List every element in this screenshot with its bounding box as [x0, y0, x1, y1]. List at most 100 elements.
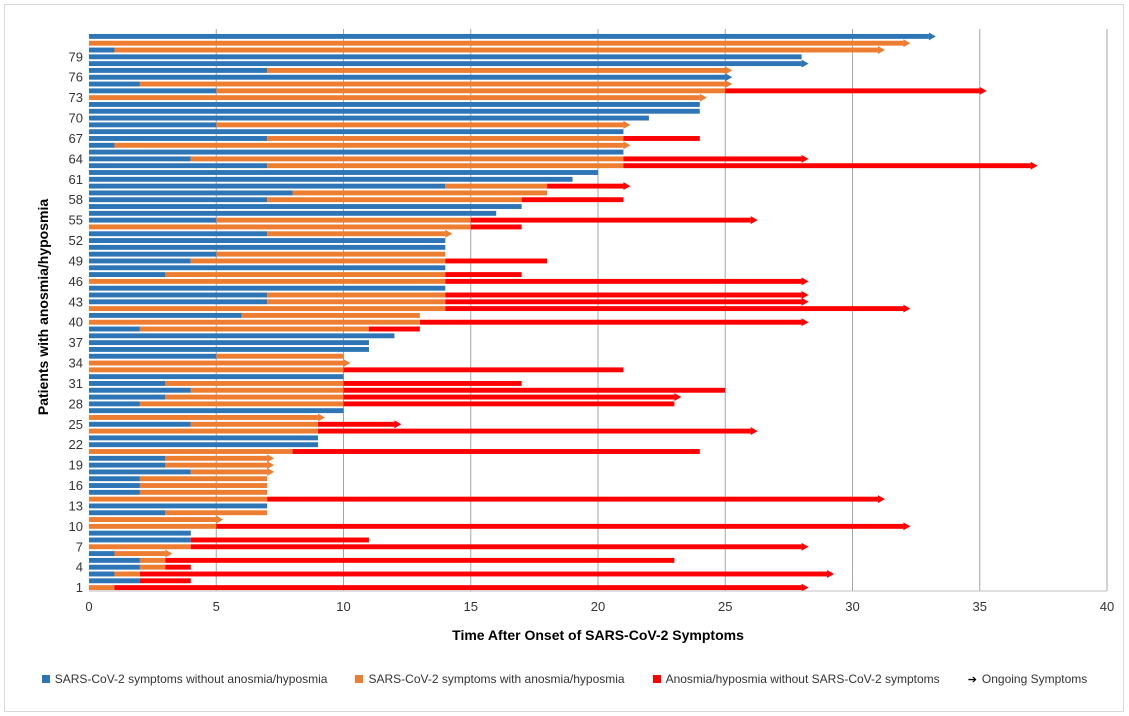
bar-segment-orange-patient-67 — [267, 136, 624, 141]
y-tick-label-1: 1 — [76, 580, 83, 595]
bar-segment-red-patient-54 — [470, 224, 522, 230]
bar-segment-orange-patient-10 — [89, 523, 217, 529]
bar-segment-orange-patient-46 — [89, 278, 446, 284]
bar-segment-blue-patient-53 — [89, 231, 268, 237]
bar-segment-orange-patient-73 — [89, 95, 700, 101]
bar-segment-orange-patient-29 — [165, 394, 344, 400]
ongoing-arrow-patient-1 — [801, 583, 809, 592]
ongoing-arrow-patient-64 — [801, 154, 809, 163]
bar-segment-red-patient-44 — [445, 292, 802, 298]
y-tick-label-70: 70 — [69, 111, 83, 126]
bar-segment-orange-patient-34 — [89, 360, 344, 366]
bar-segment-blue-patient-39 — [89, 326, 140, 332]
bar-segment-blue-patient-31 — [89, 381, 166, 386]
bar-segment-blue-patient-5 — [89, 557, 140, 563]
legend-item-ongoing: ➔ Ongoing Symptoms — [968, 672, 1088, 686]
bar-segment-blue-patient-8 — [89, 537, 191, 543]
legend-item-orange: SARS-CoV-2 symptoms with anosmia/hyposmi… — [355, 672, 625, 686]
bar-segment-blue-patient-2 — [89, 578, 140, 584]
bar-segment-orange-patient-77 — [267, 67, 726, 73]
bar-segment-orange-patient-58 — [267, 197, 522, 203]
ongoing-arrow-patient-53 — [445, 229, 453, 238]
y-tick-label-34: 34 — [69, 356, 83, 371]
bar-segment-red-patient-47 — [445, 272, 522, 278]
x-tick-label-35: 35 — [973, 599, 987, 614]
bar-segment-blue-patient-6 — [89, 551, 115, 557]
bar-segment-orange-patient-43 — [267, 299, 446, 305]
y-tick-label-67: 67 — [69, 131, 83, 146]
bar-segment-orange-patient-25 — [190, 421, 319, 427]
y-axis-title: Patients with anosmia/hyposmia — [35, 199, 51, 415]
bar-segment-orange-patient-81 — [89, 40, 904, 46]
bar-segment-blue-patient-18 — [89, 469, 191, 475]
bar-segment-blue-patient-74 — [89, 88, 217, 94]
x-tick-label-5: 5 — [213, 599, 220, 614]
bar-segment-blue-patient-28 — [89, 401, 140, 407]
y-tick-label-10: 10 — [69, 519, 83, 534]
y-tick-label-4: 4 — [76, 560, 83, 575]
y-tick-label-61: 61 — [69, 172, 83, 187]
bar-segment-red-patient-39 — [368, 326, 420, 332]
ongoing-arrow-patient-25 — [394, 420, 402, 429]
legend-swatch-red — [652, 675, 661, 683]
bar-segment-red-patient-40 — [419, 319, 802, 325]
y-tick-label-22: 22 — [69, 437, 83, 452]
bar-segment-orange-patient-28 — [139, 401, 344, 407]
bar-segment-blue-patient-45 — [89, 285, 446, 291]
ongoing-arrow-patient-20 — [267, 454, 275, 463]
ongoing-arrow-patient-7 — [801, 542, 809, 551]
x-tick-label-10: 10 — [336, 599, 350, 614]
bar-segment-red-patient-29 — [343, 394, 675, 400]
bar-segment-blue-patient-35 — [89, 353, 217, 359]
legend: SARS-CoV-2 symptoms without anosmia/hypo… — [0, 672, 1129, 686]
x-tick-label-15: 15 — [464, 599, 478, 614]
bar-segment-red-patient-10 — [216, 523, 904, 529]
bar-segment-blue-patient-48 — [89, 265, 446, 271]
y-tick-label-31: 31 — [69, 376, 83, 391]
bar-segment-blue-patient-22 — [89, 442, 319, 448]
bar-segment-red-patient-46 — [445, 278, 802, 284]
bar-segment-blue-patient-79 — [89, 54, 802, 60]
bar-segment-orange-patient-40 — [89, 319, 420, 325]
ongoing-arrow-patient-63 — [1030, 161, 1038, 170]
ongoing-arrow-patient-80 — [877, 46, 885, 54]
bar-segment-orange-patient-5 — [139, 557, 166, 563]
y-tick-label-7: 7 — [76, 539, 83, 554]
bar-segment-orange-patient-24 — [89, 428, 319, 434]
ongoing-arrow-patient-14 — [877, 495, 885, 504]
bar-segment-red-patient-42 — [445, 306, 904, 312]
bar-segment-blue-patient-17 — [89, 476, 140, 482]
ongoing-arrow-patient-6 — [165, 549, 173, 558]
bar-segment-blue-patient-3 — [89, 571, 115, 577]
bar-segment-orange-patient-59 — [292, 190, 548, 196]
bar-segment-red-patient-3 — [139, 571, 828, 577]
bar-segment-blue-patient-77 — [89, 67, 268, 73]
y-tick-label-25: 25 — [69, 417, 83, 432]
bar-segment-blue-patient-32 — [89, 374, 344, 380]
bar-segment-blue-patient-62 — [89, 170, 598, 175]
y-tick-label-37: 37 — [69, 335, 83, 350]
bar-segment-blue-patient-12 — [89, 510, 166, 516]
bar-segment-blue-patient-36 — [89, 346, 369, 352]
bar-segment-blue-patient-61 — [89, 176, 573, 182]
bar-segment-blue-patient-50 — [89, 251, 217, 257]
ongoing-arrow-patient-44 — [801, 291, 809, 299]
bar-segment-red-patient-33 — [343, 367, 624, 373]
ongoing-arrow-patient-75 — [725, 80, 733, 88]
legend-label-ongoing: Ongoing Symptoms — [981, 672, 1088, 686]
bar-segment-blue-patient-47 — [89, 272, 166, 278]
legend-label-blue: SARS-CoV-2 symptoms without anosmia/hypo… — [54, 672, 328, 686]
bar-segment-red-patient-4 — [165, 564, 191, 570]
bar-segment-orange-patient-14 — [89, 496, 268, 502]
bar-segment-blue-patient-57 — [89, 204, 522, 209]
bar-segment-orange-patient-7 — [89, 544, 191, 550]
bar-segment-blue-patient-75 — [89, 81, 140, 87]
bar-segment-blue-patient-16 — [89, 483, 140, 488]
bar-segment-red-patient-43 — [445, 299, 802, 305]
bar-segment-orange-patient-44 — [267, 292, 446, 298]
ongoing-arrow-patient-78 — [801, 59, 809, 68]
bar-segment-blue-patient-65 — [89, 149, 624, 155]
bar-segment-blue-patient-23 — [89, 435, 319, 441]
y-tick-label-52: 52 — [69, 233, 83, 248]
x-tick-labels: 0 5 10 15 20 25 30 35 40 — [85, 599, 1114, 614]
